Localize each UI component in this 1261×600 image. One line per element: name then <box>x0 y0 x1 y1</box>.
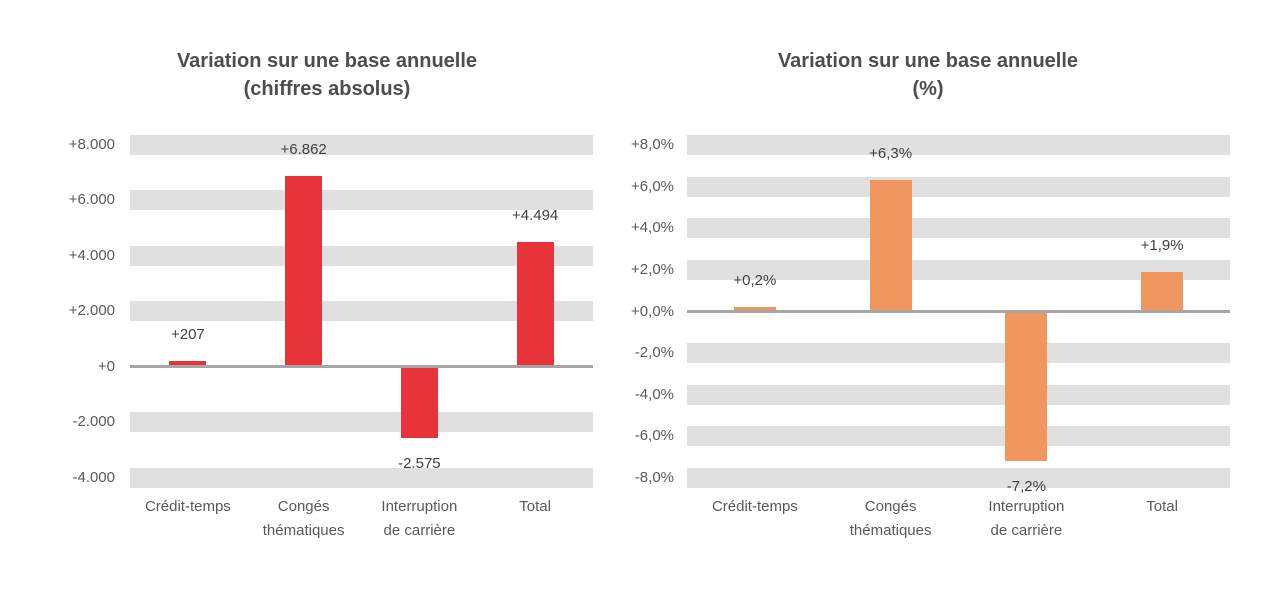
category-label-line: thématiques <box>849 522 932 539</box>
data-label-interruption-de-carriere: -7,2% <box>1006 478 1046 496</box>
gridline-band <box>687 426 1230 447</box>
y-axis-tick-label: +4,0% <box>631 219 674 237</box>
category-label-line: de carrière <box>383 522 456 539</box>
category-label-interruption-de-carriere: Interruption de carrière <box>951 495 1101 543</box>
category-label-line: Crédit-temps <box>144 498 231 515</box>
category-label-total: Total <box>460 495 610 519</box>
y-axis-tick-label: -2.000 <box>72 413 115 430</box>
gridline-band <box>130 412 593 432</box>
y-axis-tick-label: +6,0% <box>631 177 674 195</box>
y-axis-tick-label: -2,0% <box>634 344 674 362</box>
category-label-line: Interruption <box>381 498 458 515</box>
gridline-band <box>687 343 1230 364</box>
gridline-band <box>687 176 1230 197</box>
bar-interruption-de-carriere <box>1005 311 1048 462</box>
y-axis-tick-label: -4.000 <box>72 468 115 486</box>
category-label-total: Total <box>1087 495 1237 519</box>
category-label-line: thématiques <box>262 522 345 539</box>
chart-title-line: (%) <box>912 78 944 100</box>
bar-conges-thematiques <box>869 180 912 312</box>
gridline-band <box>687 467 1230 488</box>
gridline-band <box>130 245 593 266</box>
bar-total <box>516 241 554 367</box>
data-label-total: +1,9% <box>1140 236 1184 254</box>
category-label-conges-thematiques: Congés thématiques <box>816 495 966 543</box>
category-label-line: Total <box>519 498 551 515</box>
gridline-band <box>687 218 1230 239</box>
category-label-conges-thematiques: Congés thématiques <box>229 495 379 543</box>
bar-credit-temps <box>169 360 207 367</box>
category-label-credit-temps: Crédit-temps <box>680 495 830 519</box>
gridline-band <box>130 134 593 155</box>
data-label-conges-thematiques: +6.862 <box>280 141 327 159</box>
y-axis-tick-label: +8.000 <box>68 135 115 153</box>
data-label-total: +4.494 <box>511 206 559 224</box>
bar-credit-temps <box>733 307 776 312</box>
category-label-line: Congés <box>277 498 330 515</box>
y-axis-tick-label: -8,0% <box>634 468 674 486</box>
data-label-interruption-de-carriere: -2.575 <box>398 454 441 472</box>
category-label-line: Congés <box>864 498 917 515</box>
gridline-band <box>687 135 1230 156</box>
y-axis-tick-label: -4,0% <box>634 385 674 403</box>
category-label-line: Total <box>1146 498 1178 515</box>
chart-title-percent: Variation sur une base annuelle (%) <box>668 47 1188 103</box>
data-label-credit-temps: +0,2% <box>733 272 777 290</box>
y-axis-tick-label: -6,0% <box>634 427 674 445</box>
gridline-band <box>130 467 593 488</box>
bar-total <box>1141 271 1184 312</box>
zero-axis-line <box>687 310 1230 313</box>
category-label-line: Crédit-temps <box>711 498 798 515</box>
data-label-credit-temps: +207 <box>170 325 205 343</box>
category-label-interruption-de-carriere: Interruption de carrière <box>344 495 494 543</box>
y-axis-tick-label: +4.000 <box>68 246 115 264</box>
y-axis-tick-label: +2,0% <box>631 260 674 278</box>
y-axis-tick-label: +2.000 <box>68 302 115 319</box>
gridline-band <box>687 259 1230 280</box>
category-label-credit-temps: Crédit-temps <box>113 495 263 519</box>
gridline-band <box>130 301 593 321</box>
y-axis-tick-label: +0,0% <box>631 302 674 320</box>
category-label-line: Interruption <box>988 498 1065 515</box>
zero-axis-line <box>130 365 593 368</box>
y-axis-tick-label: +8,0% <box>631 136 674 154</box>
chart-title-absolute: Variation sur une base annuelle (chiffre… <box>67 47 587 103</box>
bar-conges-thematiques <box>285 176 323 367</box>
chart-title-line: Variation sur une base annuelle <box>176 50 478 72</box>
data-label-conges-thematiques: +6,3% <box>869 145 913 163</box>
y-axis-tick-label: +0 <box>97 357 115 375</box>
chart-title-line: Variation sur une base annuelle <box>777 50 1079 72</box>
bar-interruption-de-carriere <box>400 366 438 438</box>
gridline-band <box>687 384 1230 405</box>
y-axis-tick-label: +6.000 <box>68 191 115 208</box>
gridline-band <box>130 190 593 210</box>
chart-title-line: (chiffres absolus) <box>243 78 411 100</box>
category-label-line: de carrière <box>990 522 1063 539</box>
